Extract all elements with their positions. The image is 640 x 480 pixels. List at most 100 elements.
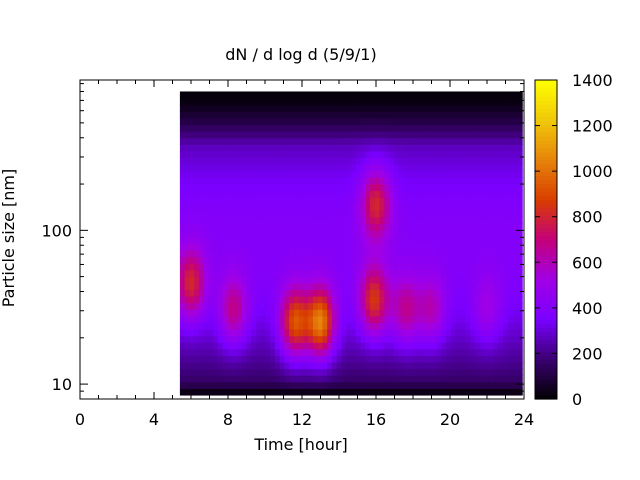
heatmap-cell	[336, 137, 343, 145]
heatmap-cell	[484, 144, 490, 152]
heatmap-cell	[279, 137, 286, 145]
heatmap-cell	[517, 388, 523, 396]
heatmap-cell	[507, 223, 514, 231]
heatmap-cell	[208, 315, 214, 323]
heatmap-cell	[512, 137, 518, 145]
heatmap-cell	[308, 137, 314, 145]
heatmap-cell	[236, 91, 243, 99]
heatmap-cell	[179, 98, 186, 106]
heatmap-cell	[446, 249, 452, 258]
heatmap-cell	[412, 302, 419, 310]
heatmap-cell	[189, 328, 195, 337]
heatmap-cell	[203, 124, 210, 132]
heatmap-cell	[479, 243, 485, 251]
heatmap-cell	[507, 104, 514, 112]
heatmap-cell	[265, 249, 271, 258]
heatmap-cell	[336, 256, 343, 264]
heatmap-cell	[355, 104, 362, 112]
heatmap-cell	[431, 289, 438, 297]
heatmap-cell	[332, 177, 338, 185]
heatmap-cell	[436, 322, 442, 330]
heatmap-cell	[213, 216, 219, 225]
heatmap-cell	[503, 223, 509, 231]
heatmap-cell	[217, 210, 224, 218]
heatmap-cell	[498, 302, 504, 310]
heatmap-cell	[355, 315, 362, 323]
heatmap-cell	[398, 355, 404, 363]
heatmap-cell	[398, 104, 404, 112]
heatmap-cell	[198, 144, 205, 152]
heatmap-cell	[194, 328, 200, 337]
heatmap-cell	[355, 183, 362, 192]
heatmap-cell	[374, 348, 381, 356]
heatmap-cell	[313, 309, 319, 317]
heatmap-cell	[203, 388, 210, 396]
heatmap-cell	[393, 98, 400, 106]
heatmap-cell	[184, 375, 190, 383]
heatmap-cell	[355, 111, 362, 119]
heatmap-cell	[327, 348, 333, 356]
heatmap-cell	[317, 104, 324, 112]
heatmap-cell	[512, 190, 518, 198]
heatmap-cell	[198, 157, 205, 165]
heatmap-cell	[393, 315, 400, 323]
heatmap-cell	[379, 328, 385, 337]
heatmap-cell	[341, 124, 347, 132]
heatmap-cell	[474, 302, 480, 310]
heatmap-cell	[179, 256, 186, 264]
heatmap-cell	[179, 144, 186, 152]
heatmap-cell	[374, 210, 381, 218]
heatmap-cell	[327, 368, 333, 376]
heatmap-cell	[355, 276, 362, 284]
heatmap-cell	[460, 388, 466, 396]
heatmap-cell	[374, 124, 381, 132]
x-tick-label: 20	[440, 410, 460, 429]
heatmap-cell	[422, 124, 428, 132]
colorbar-cell	[535, 195, 557, 201]
heatmap-cell	[289, 348, 295, 356]
heatmap-cell	[308, 335, 314, 343]
heatmap-cell	[469, 124, 476, 132]
heatmap-cell	[441, 388, 447, 396]
heatmap-cell	[308, 361, 314, 370]
heatmap-cell	[270, 355, 276, 363]
heatmap-cell	[374, 375, 381, 383]
heatmap-cell	[274, 223, 281, 231]
heatmap-cell	[246, 269, 252, 277]
heatmap-cell	[208, 183, 214, 192]
heatmap-cell	[303, 170, 309, 178]
heatmap-cell	[389, 111, 395, 119]
heatmap-cell	[450, 177, 457, 185]
heatmap-cell	[322, 295, 328, 304]
heatmap-cell	[479, 98, 485, 106]
heatmap-cell	[398, 236, 404, 244]
heatmap-cell	[365, 368, 371, 376]
heatmap-cell	[317, 210, 324, 218]
heatmap-cell	[194, 177, 200, 185]
heatmap-cell	[251, 309, 257, 317]
heatmap-cell	[427, 223, 433, 231]
heatmap-cell	[260, 381, 267, 389]
heatmap-cell	[265, 150, 271, 159]
heatmap-cell	[403, 203, 409, 211]
heatmap-cell	[441, 375, 447, 383]
heatmap-cell	[213, 203, 219, 211]
colorbar-cell	[535, 303, 557, 308]
heatmap-cell	[351, 236, 357, 244]
heatmap-cell	[293, 111, 300, 119]
heatmap-cell	[455, 111, 461, 119]
heatmap-cell	[398, 144, 404, 152]
heatmap-cell	[398, 269, 404, 277]
heatmap-cell	[236, 315, 243, 323]
heatmap-cell	[474, 348, 480, 356]
heatmap-cell	[417, 111, 423, 119]
heatmap-cell	[298, 328, 305, 337]
heatmap-cell	[194, 216, 200, 225]
colorbar-cell	[535, 107, 557, 113]
heatmap-cell	[455, 177, 461, 185]
heatmap-cell	[179, 302, 186, 310]
heatmap-cell	[370, 335, 376, 343]
heatmap-cell	[389, 124, 395, 132]
heatmap-cell	[446, 355, 452, 363]
heatmap-cell	[208, 210, 214, 218]
